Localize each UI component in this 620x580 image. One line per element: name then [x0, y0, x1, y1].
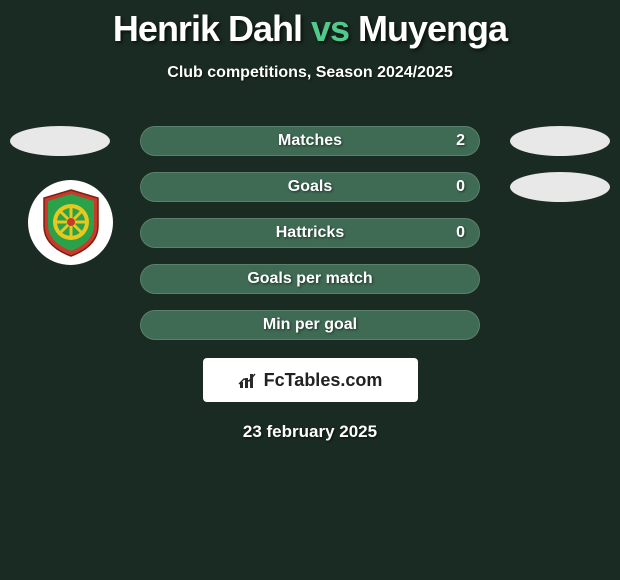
title-vs: vs — [311, 8, 349, 49]
stat-right-value: 0 — [456, 224, 465, 242]
stat-bar: Goals 0 — [140, 172, 480, 202]
stat-row: Matches 2 — [0, 126, 620, 156]
shield-icon — [40, 188, 102, 258]
stat-label: Matches — [278, 132, 342, 150]
bar-chart-icon — [238, 370, 258, 390]
brand-box[interactable]: FcTables.com — [203, 358, 418, 402]
stat-bar: Min per goal — [140, 310, 480, 340]
right-oval — [510, 172, 610, 202]
stat-right-value: 0 — [456, 178, 465, 196]
stat-label: Min per goal — [263, 316, 357, 334]
stat-bar: Goals per match — [140, 264, 480, 294]
title-player2: Muyenga — [349, 8, 507, 49]
title-player1: Henrik Dahl — [113, 8, 311, 49]
stat-bar: Hattricks 0 — [140, 218, 480, 248]
stat-bar: Matches 2 — [140, 126, 480, 156]
stat-label: Goals per match — [247, 270, 372, 288]
subtitle: Club competitions, Season 2024/2025 — [0, 64, 620, 82]
page-title: Henrik Dahl vs Muyenga — [0, 0, 620, 50]
stat-right-value: 2 — [456, 132, 465, 150]
brand-text: FcTables.com — [264, 370, 383, 391]
stat-row: Min per goal — [0, 310, 620, 340]
stat-label: Hattricks — [276, 224, 344, 242]
right-oval — [510, 126, 610, 156]
footer-date: 23 february 2025 — [0, 422, 620, 442]
stat-row: Goals per match — [0, 264, 620, 294]
stat-label: Goals — [288, 178, 332, 196]
club-badge-left — [28, 180, 113, 265]
left-oval — [10, 126, 110, 156]
